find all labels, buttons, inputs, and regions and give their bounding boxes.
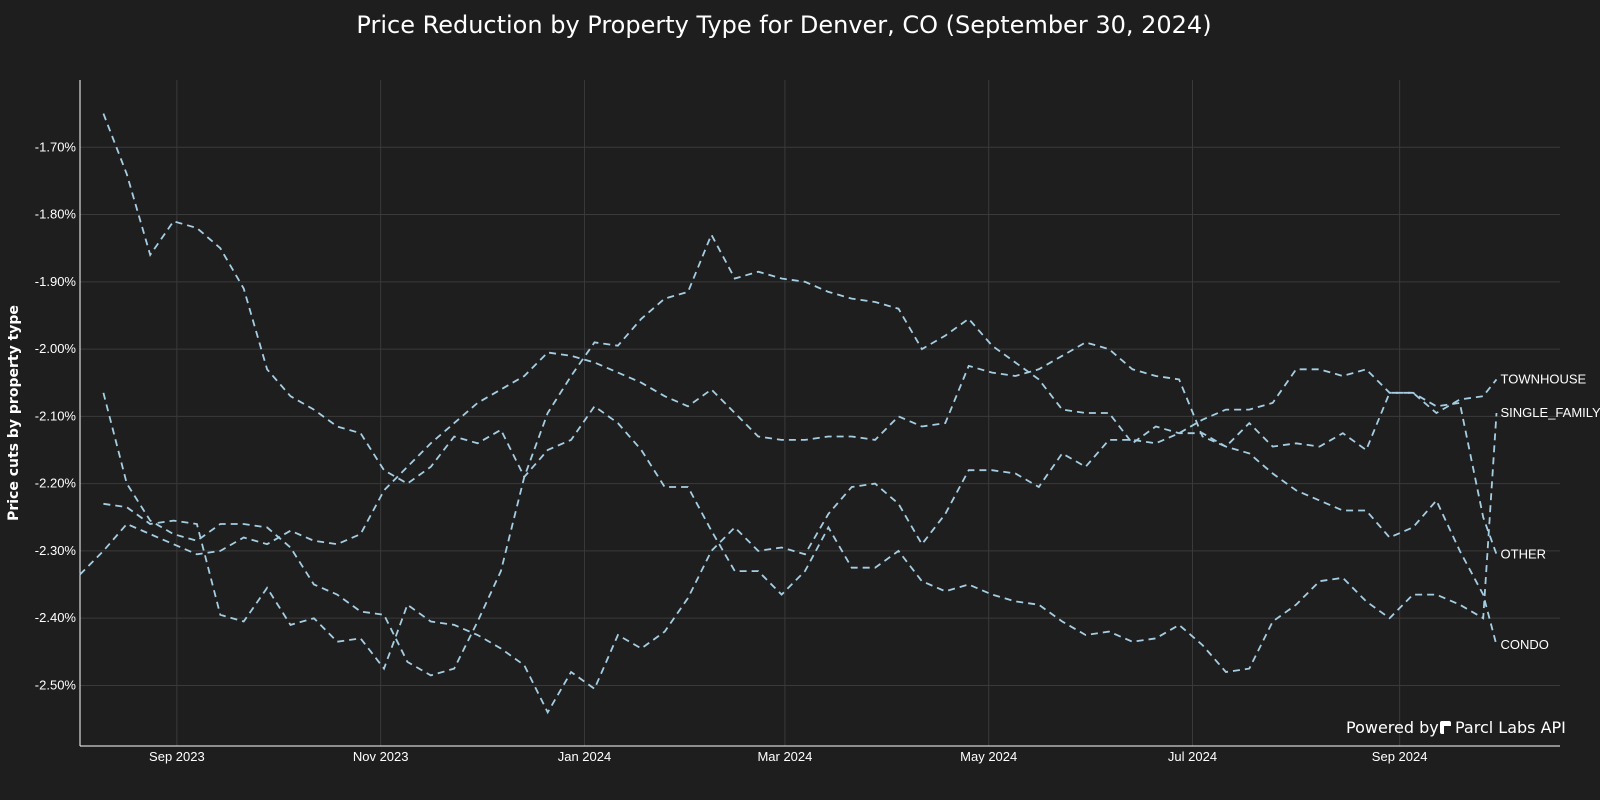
series-layer xyxy=(79,113,1498,715)
y-tick-label: -1.90% xyxy=(35,274,77,289)
parcl-logo-icon xyxy=(1440,721,1451,734)
x-tick-label: Nov 2023 xyxy=(353,749,409,764)
series-line-single-family xyxy=(102,113,1498,673)
series-label-townhouse: TOWNHOUSE xyxy=(1501,371,1587,386)
y-tick-label: -2.20% xyxy=(35,476,77,491)
grid-layer xyxy=(80,80,1560,746)
series-line-other xyxy=(103,368,1498,715)
x-tick-label: Mar 2024 xyxy=(757,749,812,764)
series-label-single-family: SINGLE_FAMILY xyxy=(1501,405,1600,420)
x-tick-label: Jul 2024 xyxy=(1168,749,1217,764)
x-tick-label: Sep 2023 xyxy=(149,749,205,764)
y-tick-label: -1.70% xyxy=(35,139,77,154)
y-axis-label: Price cuts by property type xyxy=(6,305,22,521)
y-tick-label: -2.50% xyxy=(35,677,77,692)
series-label-other: OTHER xyxy=(1501,546,1547,561)
y-tick-label: -2.30% xyxy=(35,543,77,558)
watermark: Powered by Parcl Labs API xyxy=(1346,718,1566,737)
watermark-brand: Parcl Labs API xyxy=(1455,718,1566,737)
y-tick-label: -2.10% xyxy=(35,408,77,423)
series-label-condo: CONDO xyxy=(1501,637,1549,652)
x-tick-labels: Sep 2023 Nov 2023 Jan 2024 Mar 2024 May 2024… xyxy=(149,749,1427,764)
series-line-condo xyxy=(102,232,1498,677)
x-tick-label: Jan 2024 xyxy=(558,749,612,764)
watermark-text: Powered by xyxy=(1346,718,1439,737)
series-line-townhouse xyxy=(79,341,1498,576)
chart-title: Price Reduction by Property Type for Den… xyxy=(356,11,1211,39)
y-tick-label: -2.40% xyxy=(35,610,77,625)
x-tick-label: May 2024 xyxy=(960,749,1017,764)
y-tick-labels: -1.70% -1.80% -1.90% -2.00% -2.10% -2.20% -2.3… xyxy=(35,139,77,692)
y-tick-label: -1.80% xyxy=(35,207,77,222)
x-tick-label: Sep 2024 xyxy=(1372,749,1428,764)
series-end-labels: TOWNHOUSE SINGLE_FAMILY OTHER CONDO xyxy=(1501,371,1600,652)
axis-layer xyxy=(79,80,1560,747)
y-tick-label: -2.00% xyxy=(35,341,77,356)
